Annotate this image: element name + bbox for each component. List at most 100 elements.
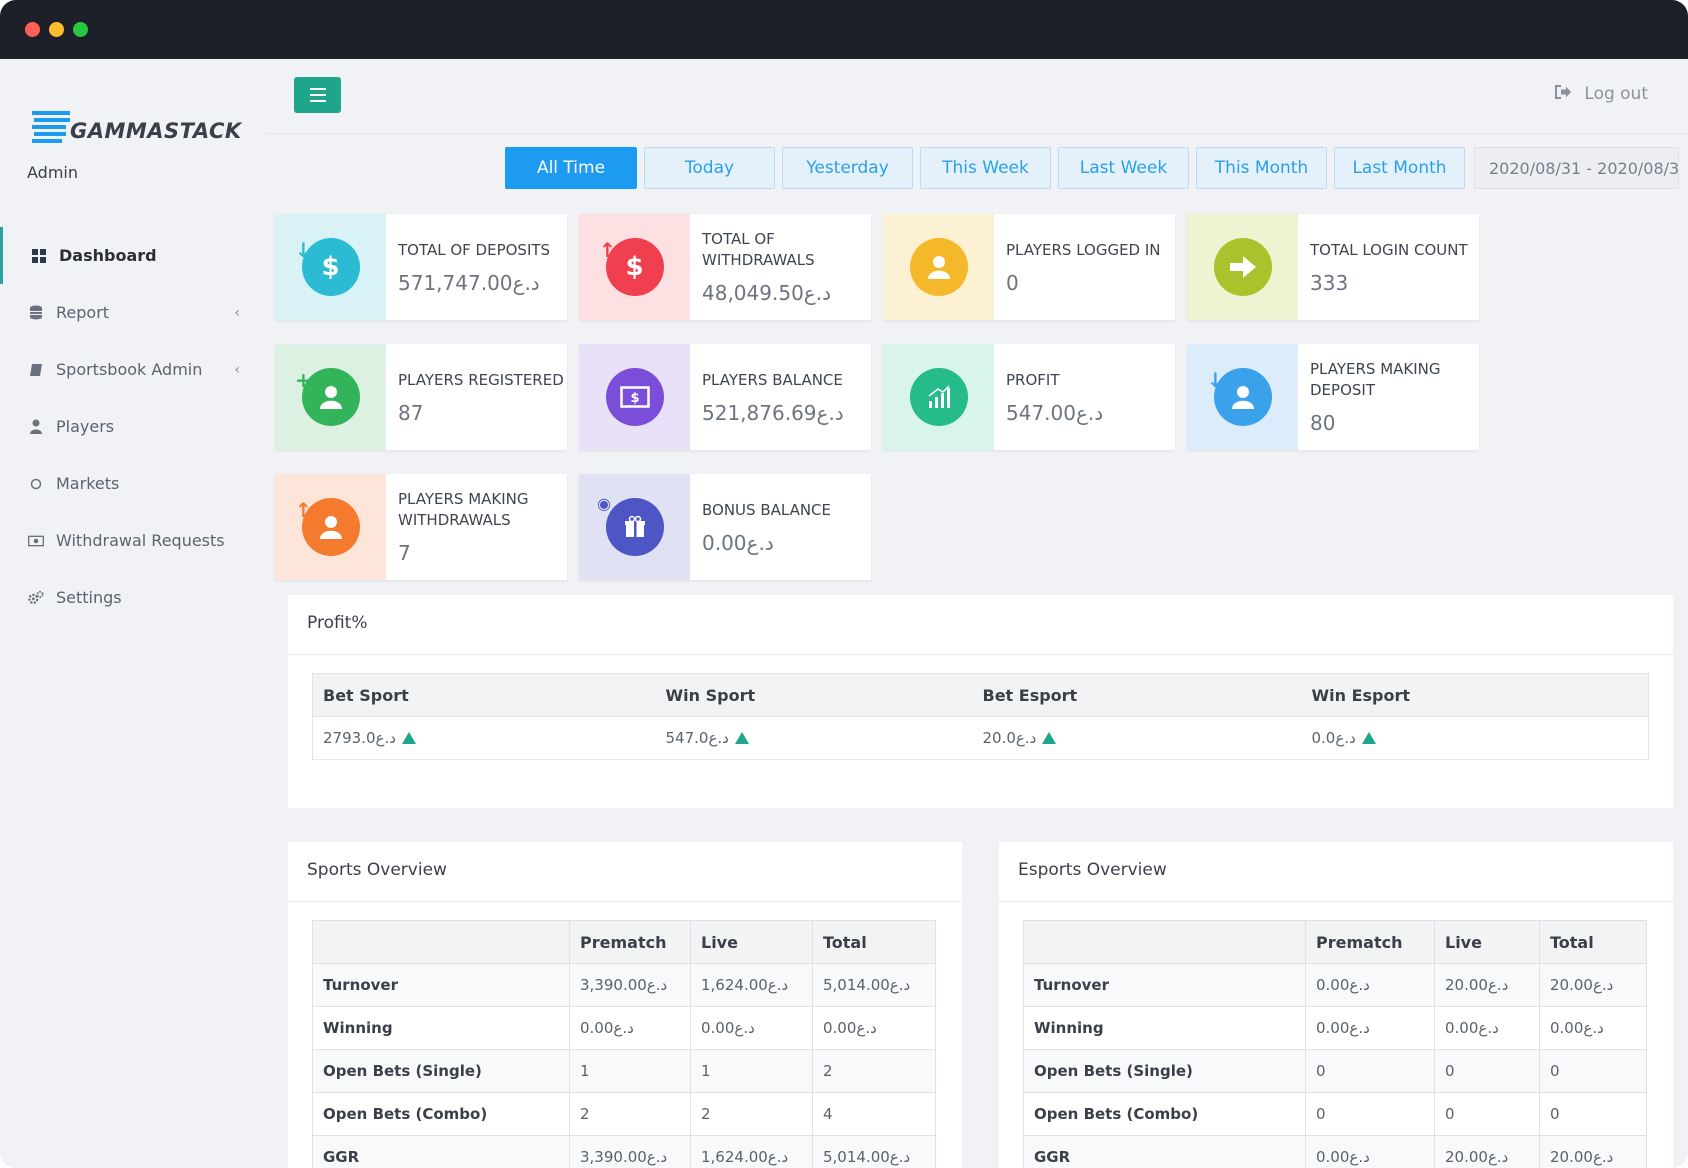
stat-icon-area: [883, 214, 994, 320]
arrow-up-icon: ↑: [295, 498, 312, 522]
table-cell: 547.0د.ع: [655, 716, 973, 760]
esports-overview-panel: Esports Overview Prematch Live Total Tur…: [999, 842, 1673, 1168]
sidebar-item-sportsbook-admin[interactable]: Sportsbook Admin ‹: [0, 341, 266, 398]
sidebar-item-withdrawal-requests[interactable]: Withdrawal Requests: [0, 512, 266, 569]
column-header: Total: [1539, 920, 1647, 964]
gears-icon: [28, 590, 44, 606]
table-row: Open Bets (Single) 1 1 2: [312, 1049, 936, 1093]
table-cell: 2: [569, 1092, 691, 1136]
table-row: Open Bets (Combo) 0 0 0: [1023, 1092, 1647, 1136]
arrow-right-icon: [1213, 238, 1272, 296]
table-row: Turnover 0.00د.ع 20.00د.ع 20.00د.ع: [1023, 963, 1647, 1007]
table-cell: 0: [1434, 1092, 1540, 1136]
esports-overview-table: Prematch Live Total Turnover 0.00د.ع 20.…: [1023, 920, 1647, 1168]
sports-overview-table: Prematch Live Total Turnover 3,390.00د.ع…: [312, 920, 936, 1168]
stat-card-total-login-count: TOTAL LOGIN COUNT 333: [1187, 214, 1479, 320]
date-range-input[interactable]: 2020/08/31 - 2020/08/31: [1474, 147, 1679, 189]
panel-title: Esports Overview: [1018, 860, 1167, 880]
stat-value: 0: [1006, 270, 1019, 295]
table-cell: 1: [569, 1049, 691, 1093]
table-cell: 20.00د.ع: [1539, 963, 1647, 1007]
close-window-button[interactable]: [25, 22, 40, 37]
stat-value: 571,747.00د.ع: [398, 270, 540, 295]
sidebar-item-dashboard[interactable]: Dashboard: [0, 227, 266, 284]
tab-last-week[interactable]: Last Week: [1058, 147, 1189, 189]
stat-card-players-balance: $ PLAYERS BALANCE 521,876.69د.ع: [579, 344, 871, 450]
sidebar-item-settings[interactable]: Settings: [0, 569, 266, 626]
table-cell: 2793.0د.ع: [312, 716, 656, 760]
table-cell: 1: [690, 1049, 813, 1093]
row-header: Winning: [312, 1006, 570, 1050]
arrow-up-icon: ↑: [599, 238, 616, 262]
sidebar-item-label: Players: [56, 417, 115, 436]
header-divider: [266, 133, 1688, 134]
sidebar-item-players[interactable]: Players: [0, 398, 266, 455]
table-cell: 0: [1539, 1092, 1647, 1136]
chart-icon: [909, 368, 968, 426]
date-filter-tabs: All Time Today Yesterday This Week Last …: [505, 147, 1472, 189]
arrow-down-icon: ↓: [1207, 368, 1224, 392]
stat-value: 80: [1310, 411, 1336, 435]
stat-icon-area: ↑: [275, 474, 386, 580]
dollar-icon: $: [301, 238, 360, 296]
maximize-window-button[interactable]: [73, 22, 88, 37]
table-header-row: Bet Sport Win Sport Bet Esport Win Espor…: [312, 673, 1649, 717]
triangle-up-icon: [401, 732, 416, 744]
stat-icon-area: +: [275, 344, 386, 450]
stat-icon-area: $ ↑: [579, 214, 690, 320]
table-cell: 2: [812, 1049, 936, 1093]
gift-icon: [605, 498, 664, 556]
tab-last-month[interactable]: Last Month: [1334, 147, 1465, 189]
table-cell: 20.00د.ع: [1539, 1135, 1647, 1168]
table-cell: 5,014.00د.ع: [812, 1135, 936, 1168]
table-cell: 4: [812, 1092, 936, 1136]
stat-label: TOTAL OF DEPOSITS: [398, 240, 551, 259]
stat-card-profit: PROFIT 547.00د.ع: [883, 344, 1175, 450]
user-icon: [301, 498, 360, 556]
panel-divider: [288, 654, 1673, 655]
column-header: Bet Esport: [972, 673, 1302, 717]
menu-toggle-button[interactable]: [294, 77, 341, 113]
table-header-row: Prematch Live Total: [1023, 920, 1647, 964]
table-row: Winning 0.00د.ع 0.00د.ع 0.00د.ع: [1023, 1006, 1647, 1050]
tab-this-week[interactable]: This Week: [920, 147, 1051, 189]
dollar-icon: $: [605, 238, 664, 296]
column-header: Win Sport: [655, 673, 973, 717]
chevron-left-icon: ‹: [234, 304, 240, 321]
stat-icon-area: ↓: [1187, 344, 1298, 450]
stat-icon-area: [883, 344, 994, 450]
tab-today[interactable]: Today: [644, 147, 775, 189]
logout-label: Log out: [1584, 84, 1648, 104]
cell-value: 2793.0د.ع: [323, 729, 396, 747]
stat-value: 521,876.69د.ع: [702, 400, 844, 425]
sidebar-item-report[interactable]: Report ‹: [0, 284, 266, 341]
table-cell: 0.00د.ع: [690, 1006, 813, 1050]
sidebar-nav: Dashboard Report ‹ Sportsbook Admin ‹: [0, 227, 266, 626]
logout-button[interactable]: Log out: [1555, 84, 1648, 104]
stat-label: BONUS BALANCE: [702, 500, 832, 519]
table-cell: 0.00د.ع: [1305, 1006, 1435, 1050]
table-header-row: Prematch Live Total: [312, 920, 936, 964]
column-header: Prematch: [1305, 920, 1435, 964]
table-row: Winning 0.00د.ع 0.00د.ع 0.00د.ع: [312, 1006, 936, 1050]
sidebar-item-label: Withdrawal Requests: [56, 531, 225, 550]
window-titlebar: [0, 0, 1688, 59]
triangle-up-icon: [1042, 732, 1057, 744]
panel-divider: [999, 901, 1673, 902]
sidebar-item-markets[interactable]: Markets: [0, 455, 266, 512]
coins-icon: ◉: [597, 494, 611, 513]
tab-this-month[interactable]: This Month: [1196, 147, 1327, 189]
minimize-window-button[interactable]: [49, 22, 64, 37]
user-role: Admin: [27, 163, 78, 182]
table-cell: 0: [1305, 1092, 1435, 1136]
user-icon: [909, 238, 968, 296]
stat-value: 7: [398, 541, 411, 565]
table-cell: 0.00د.ع: [1539, 1006, 1647, 1050]
table-cell: 3,390.00د.ع: [569, 1135, 691, 1168]
stat-card-players-logged-in: PLAYERS LOGGED IN 0: [883, 214, 1175, 320]
tab-yesterday[interactable]: Yesterday: [782, 147, 913, 189]
tab-all-time[interactable]: All Time: [505, 147, 637, 189]
stat-icon-area: $: [579, 344, 690, 450]
sports-overview-panel: Sports Overview Prematch Live Total Turn…: [288, 842, 962, 1168]
